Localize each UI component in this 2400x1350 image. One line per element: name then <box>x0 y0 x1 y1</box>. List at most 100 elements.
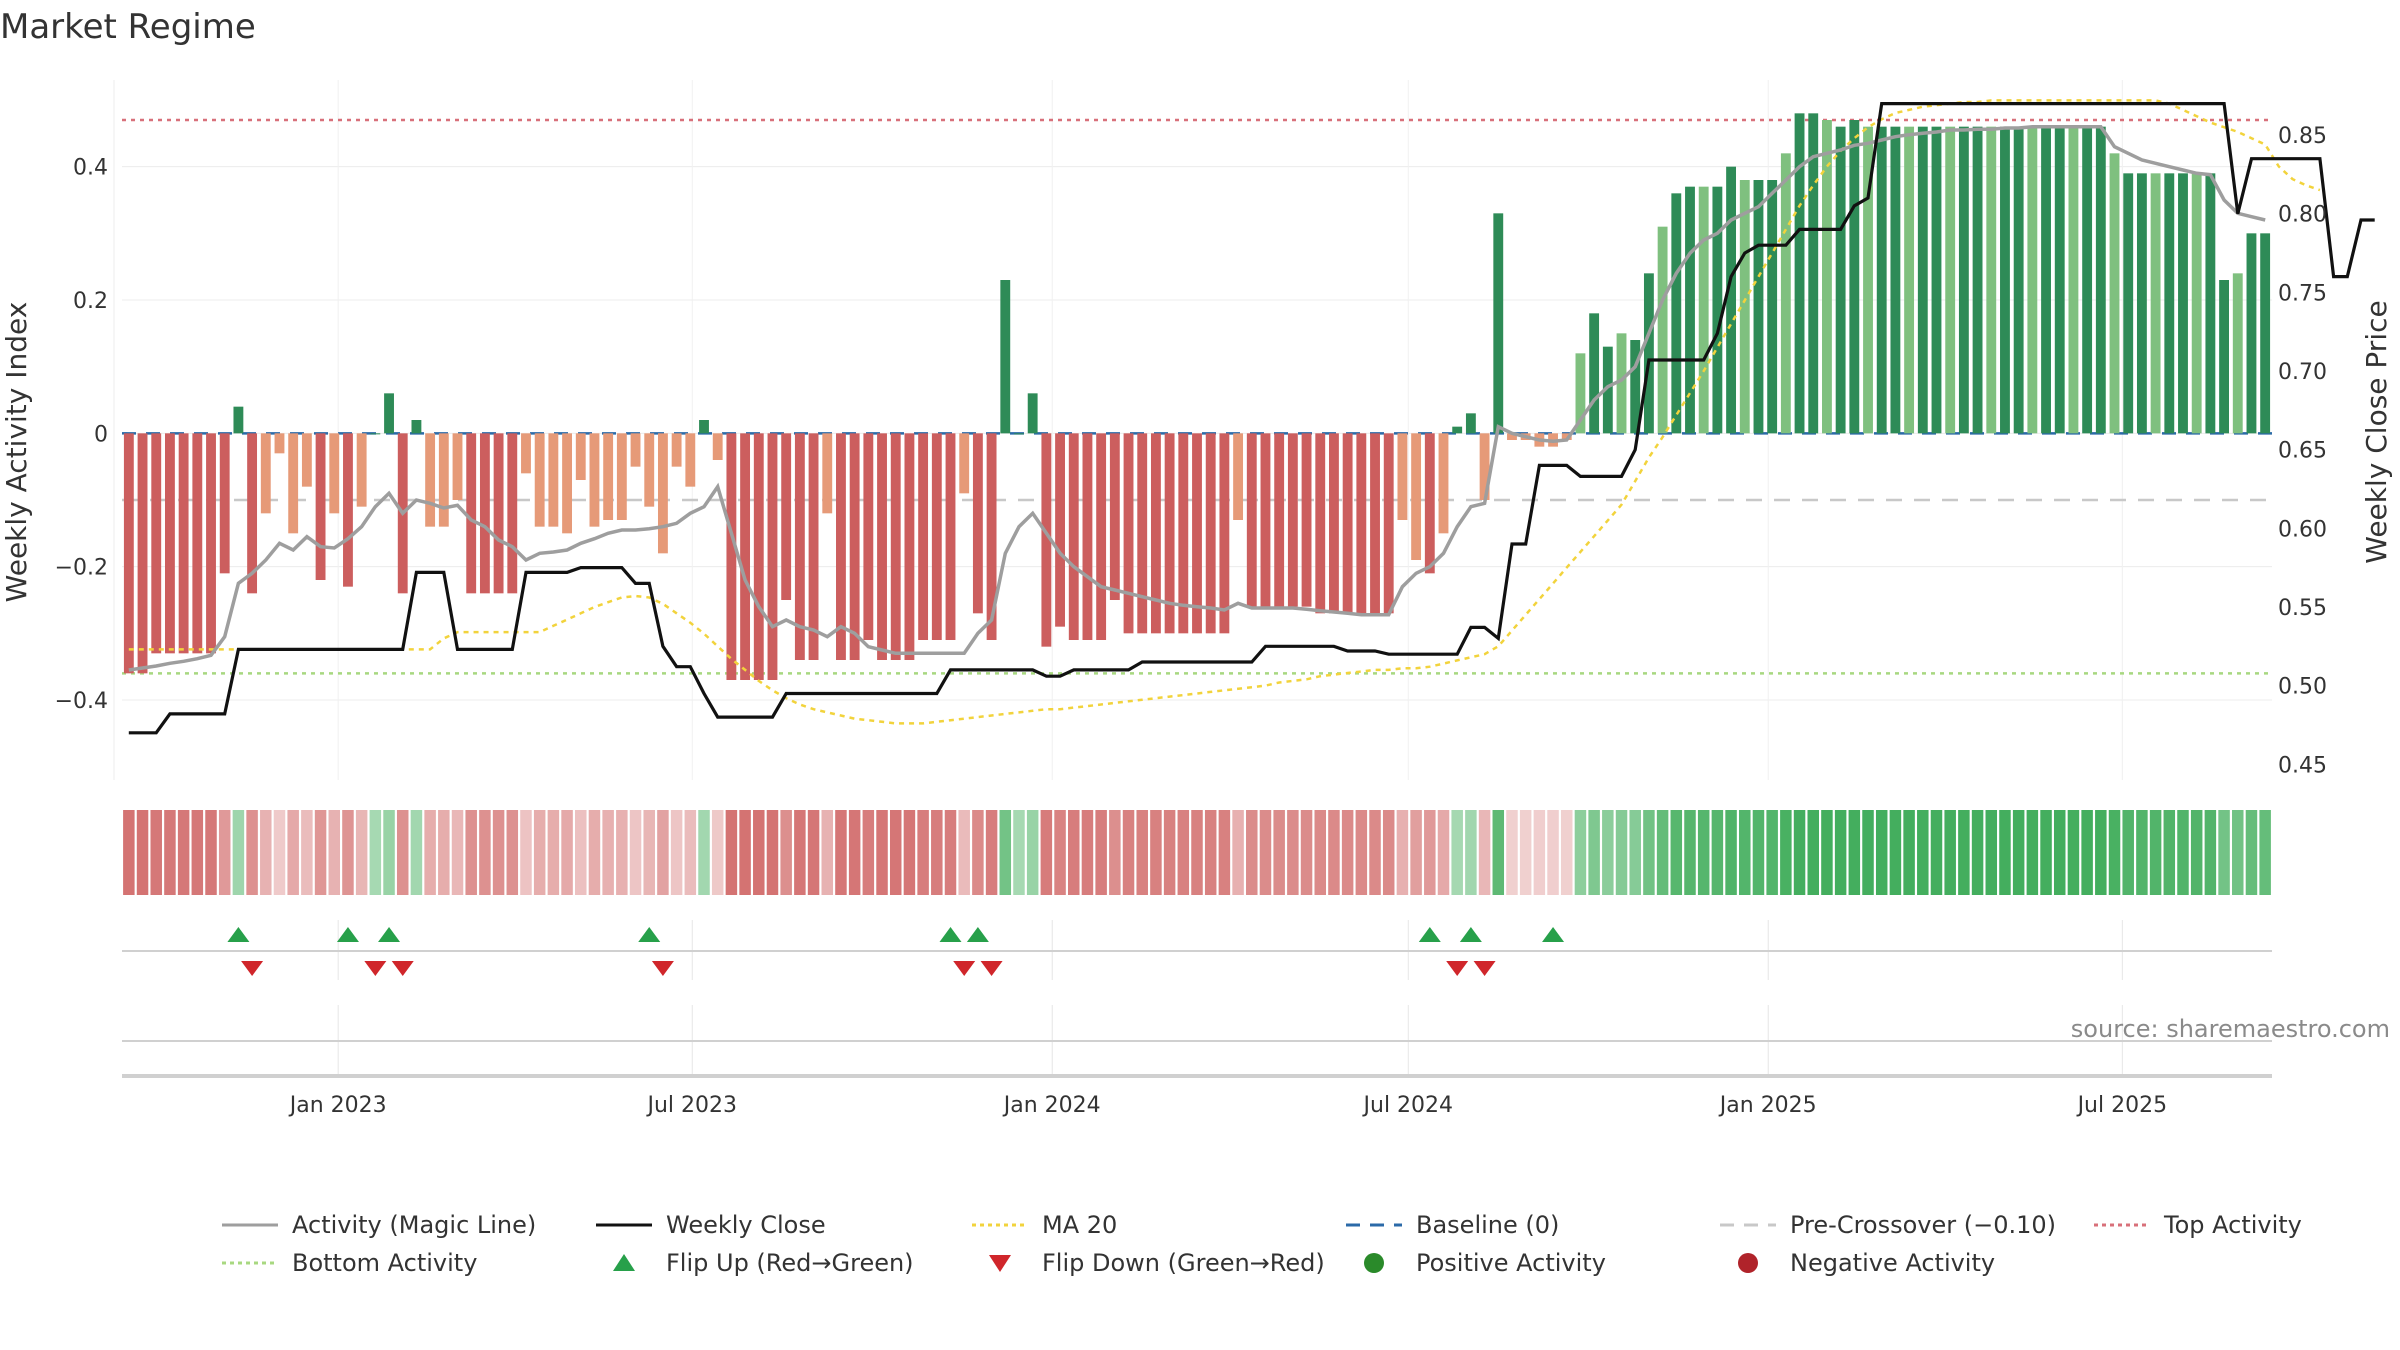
right-axis-label: Weekly Close Price <box>2360 300 2393 563</box>
activity-bar <box>2068 126 2079 434</box>
activity-bar <box>493 433 504 594</box>
regime-strip-cell <box>1944 810 1956 895</box>
regime-strip-cell <box>451 810 464 895</box>
activity-bar <box>589 433 600 527</box>
activity-bar <box>2123 173 2134 434</box>
activity-bar <box>1561 433 1572 440</box>
activity-bar <box>1383 433 1394 614</box>
flip-up-marker <box>638 927 661 942</box>
x-tick-label: Jul 2024 <box>1362 1093 1454 1118</box>
regime-strip-cell <box>355 810 368 895</box>
regime-strip-cell <box>2095 810 2107 895</box>
left-tick-label: −0.2 <box>55 556 108 581</box>
regime-strip-cell <box>1889 810 1902 895</box>
activity-bar <box>1863 126 1873 434</box>
activity-bar <box>233 406 244 434</box>
regime-strip-cell <box>753 810 765 895</box>
activity-bar <box>616 433 627 520</box>
activity-bar <box>288 433 299 534</box>
regime-strip-cell <box>1875 810 1888 895</box>
activity-bar <box>1246 433 1257 607</box>
activity-bar <box>2191 173 2202 434</box>
flip-down-marker <box>391 961 414 976</box>
right-tick-label: 0.80 <box>2278 203 2327 228</box>
legend-item: Flip Up (Red→Green) <box>613 1249 914 1277</box>
activity-bar <box>123 433 134 674</box>
activity-bar <box>1274 433 1285 607</box>
flip-down-marker <box>1473 961 1496 976</box>
axes: 0.4 0.2 0 −0.2 −0.4 0.85 0.80 0.75 0.70 0.65 0.60 0… <box>55 80 2327 780</box>
legend-label: Flip Up (Red→Green) <box>666 1249 914 1277</box>
legend: Activity (Magic Line) Weekly Close MA 20 Ba… <box>222 1211 2302 1277</box>
regime-strip-cell <box>985 810 998 895</box>
activity-bar <box>2205 173 2216 434</box>
activity-bar <box>2082 126 2093 434</box>
activity-bar <box>1178 433 1189 634</box>
legend-label: Flip Down (Green→Red) <box>1042 1249 1325 1277</box>
regime-strip-cell <box>465 810 477 895</box>
left-tick-label: −0.4 <box>55 689 108 714</box>
regime-strip-cell <box>1355 810 1368 895</box>
activity-bar <box>1465 413 1476 434</box>
activity-bar <box>1890 126 1901 434</box>
regime-strip-cell <box>1068 810 1080 895</box>
regime-strip-cell <box>2067 810 2080 895</box>
regime-strip-cell <box>588 810 601 895</box>
regime-strip-cell <box>533 810 546 895</box>
activity-bar <box>315 433 326 580</box>
activity-bar <box>1780 153 1791 434</box>
legend-swatch <box>613 1254 635 1271</box>
activity-bar <box>1301 433 1312 607</box>
right-tick-label: 0.75 <box>2278 281 2327 306</box>
activity-bar <box>1452 426 1463 434</box>
activity-bar <box>192 433 203 654</box>
series-lines <box>128 99 2375 735</box>
activity-bar <box>219 433 230 574</box>
activity-bar <box>986 433 997 640</box>
activity-bar <box>1260 433 1271 607</box>
activity-bar <box>1808 113 1819 434</box>
activity-bar <box>808 433 819 660</box>
regime-strip-cell <box>1150 810 1162 895</box>
right-tick-label: 0.70 <box>2278 360 2327 385</box>
activity-bar <box>671 433 682 467</box>
legend-swatch <box>1364 1253 1384 1273</box>
regime-strip-cell <box>1917 810 1929 895</box>
regime-strip-cell <box>931 810 943 895</box>
legend-label: Positive Activity <box>1416 1249 1606 1277</box>
regime-strip-cell <box>1697 810 1710 895</box>
regime-strip-cell <box>1410 810 1422 895</box>
regime-strip-cell <box>1204 810 1217 895</box>
regime-strip-cell <box>136 810 149 895</box>
regime-strip-cell <box>1848 810 1861 895</box>
activity-bar <box>2000 126 2010 434</box>
activity-bar <box>945 433 956 640</box>
regime-strip-cell <box>1273 810 1285 895</box>
legend-item: Positive Activity <box>1364 1249 1606 1277</box>
legend-label: Negative Activity <box>1790 1249 1995 1277</box>
activity-bar <box>1972 126 1983 434</box>
activity-bar <box>1726 166 1737 434</box>
regime-strip-cell <box>602 810 614 895</box>
activity-bar <box>2136 173 2147 434</box>
regime-strip-cell <box>1218 810 1231 895</box>
regime-strip-cell <box>1081 810 1094 895</box>
activity-bar <box>1205 433 1216 634</box>
regime-strip-cell <box>1492 810 1505 895</box>
regime-strip-cell <box>1328 810 1340 895</box>
regime-strip-cell <box>383 810 395 895</box>
legend-item: Baseline (0) <box>1346 1211 1559 1239</box>
activity-bar <box>1109 433 1120 600</box>
regime-strip-cell <box>1574 810 1587 895</box>
regime-strip-cell <box>2232 810 2244 895</box>
regime-strip-cell <box>369 810 382 895</box>
activity-bar <box>2164 173 2175 434</box>
x-tick-label: Jan 2024 <box>1002 1093 1101 1118</box>
regime-strip-cell <box>164 810 176 895</box>
activity-bar <box>2150 173 2161 434</box>
regime-strip-cell <box>410 810 423 895</box>
activity-bar <box>740 433 751 680</box>
activity-bar <box>1671 193 1682 434</box>
chart-title: Market Regime <box>0 7 256 47</box>
left-tick-label: 0.4 <box>73 156 108 181</box>
